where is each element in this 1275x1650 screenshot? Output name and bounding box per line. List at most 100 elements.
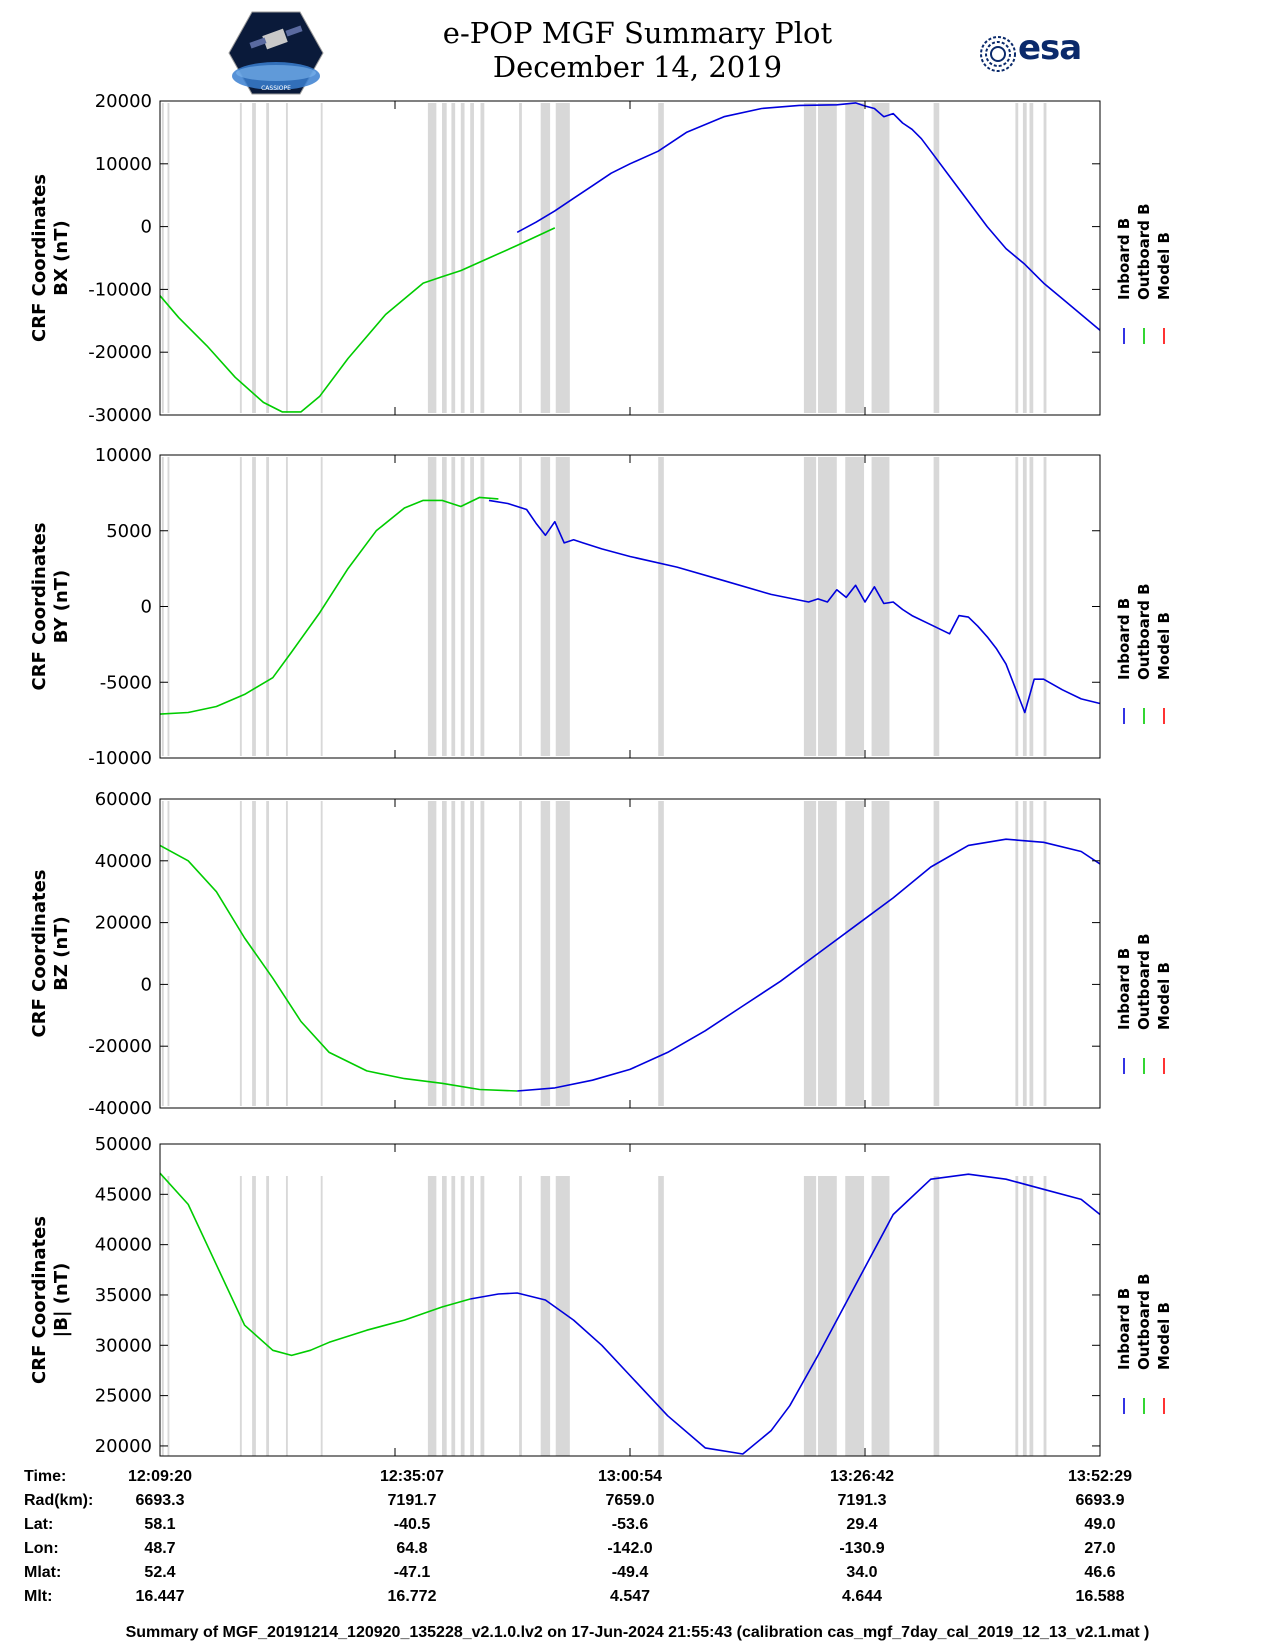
data-gap-bar (555, 103, 570, 413)
y-tick-label: 20000 (95, 913, 152, 934)
series-line-outboard-b (159, 227, 556, 413)
info-value: 16.447 (135, 1588, 185, 1605)
data-gap-bar (1022, 103, 1027, 413)
series-line-outboard-b (159, 496, 499, 715)
plot-frame (159, 100, 1101, 416)
data-gap-bar (1015, 1176, 1019, 1456)
data-gap-bar (252, 457, 256, 756)
info-value: -142.0 (607, 1540, 653, 1557)
y-tick-label: -20000 (88, 1036, 152, 1057)
y-tick-label: 20000 (95, 91, 152, 112)
data-gap-bar (460, 1176, 465, 1456)
series-line-outboard-b (159, 844, 518, 1092)
info-row-label: Lon: (24, 1540, 59, 1557)
data-gap-bar (167, 103, 170, 413)
data-gap-bar (658, 1176, 664, 1456)
info-value: 27.0 (1084, 1540, 1116, 1557)
data-gap-bar (1015, 457, 1019, 756)
data-gap-bar (470, 1176, 474, 1456)
legend-label: Model B (1155, 232, 1173, 300)
info-value: 48.7 (144, 1540, 176, 1557)
y-tick-label: -5000 (100, 672, 152, 693)
data-gap-bar (161, 801, 164, 1106)
data-gap-bar (470, 103, 474, 413)
y-tick-label: -10000 (88, 748, 152, 769)
y-axis-label-line1: CRF Coordinates (29, 870, 50, 1038)
legend-label: Model B (1155, 1302, 1173, 1370)
y-tick-label: 25000 (95, 1386, 152, 1407)
data-gap-bar (658, 457, 664, 756)
info-value: 6693.3 (135, 1492, 185, 1509)
data-gap-bar (818, 457, 837, 756)
data-gap-bar (266, 801, 270, 1106)
info-row: Mlt: 16.447 16.772 4.547 4.644 16.588 (0, 1588, 1275, 1612)
data-gap-bar (1043, 103, 1047, 413)
info-value: 46.6 (1084, 1564, 1116, 1581)
info-row-label: Mlat: (24, 1564, 62, 1581)
data-gap-bar (252, 103, 256, 413)
data-gap-bar (519, 801, 522, 1106)
plot-frame (159, 1143, 1101, 1457)
data-gap-bar (803, 457, 817, 756)
info-row: Lon: 48.7 64.8 -142.0 -130.9 27.0 (0, 1540, 1275, 1564)
data-gap-bar (451, 1176, 456, 1456)
cassiope-logo-text: CASSIOPE (261, 85, 291, 92)
chart-title: e-POP MGF Summary Plot December 14, 2019 (0, 16, 1275, 84)
y-tick-label: 10000 (95, 445, 152, 466)
series-line-inboard-b (488, 499, 1101, 714)
footer-summary: Summary of MGF_20191214_120920_135228_v2… (125, 1624, 1150, 1641)
series-line-inboard-b (516, 102, 1101, 331)
legend-label: Inboard B (1115, 598, 1133, 680)
y-tick-label: 0 (141, 597, 152, 618)
series-line-inboard-b (517, 838, 1101, 1092)
data-gap-bar (540, 801, 551, 1106)
info-value: -53.6 (611, 1516, 649, 1533)
data-gap-bar (1043, 1176, 1047, 1456)
data-gap-bar (1029, 801, 1034, 1106)
legend-label: Model B (1155, 612, 1173, 680)
info-value: 16.772 (387, 1588, 437, 1605)
data-gap-bar (871, 103, 890, 413)
info-row-label: Time: (24, 1468, 67, 1485)
data-gap-bar (442, 103, 447, 413)
data-gap-bar (442, 801, 447, 1106)
data-gap-bar (167, 457, 170, 756)
data-gap-bar (266, 103, 270, 413)
data-gap-bar (871, 801, 890, 1106)
data-gap-bar (460, 103, 465, 413)
y-tick-label: -30000 (88, 405, 152, 426)
legend-label: Outboard B (1135, 1273, 1153, 1370)
panel-1: 20000 10000 0 -10000 -20000 -30000 CRF Coordin… (29, 91, 1173, 426)
data-gap-bar (460, 457, 465, 756)
data-gap-bar (519, 1176, 522, 1456)
panel-4: 50000 45000 40000 35000 30000 25000 20000 CRF C… (29, 1134, 1173, 1457)
data-gap-bar (933, 801, 940, 1106)
y-axis-label-line1: CRF Coordinates (29, 1216, 50, 1384)
info-value: 7191.3 (837, 1492, 887, 1509)
info-value: 4.644 (841, 1588, 883, 1605)
y-axis-label-line1: CRF Coordinates (29, 174, 50, 342)
data-gap-bar (320, 801, 323, 1106)
info-value: 12:09:20 (127, 1468, 193, 1485)
legend-label: Model B (1155, 962, 1173, 1030)
data-gap-bar (239, 103, 242, 413)
data-gap-bar (1043, 457, 1047, 756)
info-value: -40.5 (393, 1516, 431, 1533)
y-tick-label: 0 (141, 217, 152, 238)
y-tick-label: 35000 (95, 1285, 152, 1306)
info-value: 6693.9 (1075, 1492, 1125, 1509)
title-line-1: e-POP MGF Summary Plot (442, 16, 833, 50)
data-gap-bar (845, 103, 865, 413)
data-gap-bar (442, 1176, 447, 1456)
data-gap-bar (480, 457, 485, 756)
info-value: 52.4 (144, 1564, 176, 1581)
data-gap-bar (1022, 801, 1027, 1106)
data-gap-bar (285, 457, 288, 756)
data-gap-bar (845, 801, 865, 1106)
data-gap-bar (555, 801, 570, 1106)
data-gap-bar (239, 457, 242, 756)
info-value: 16.588 (1075, 1588, 1125, 1605)
y-tick-label: 45000 (95, 1184, 152, 1205)
y-tick-label: -10000 (88, 279, 152, 300)
y-tick-label: -20000 (88, 342, 152, 363)
